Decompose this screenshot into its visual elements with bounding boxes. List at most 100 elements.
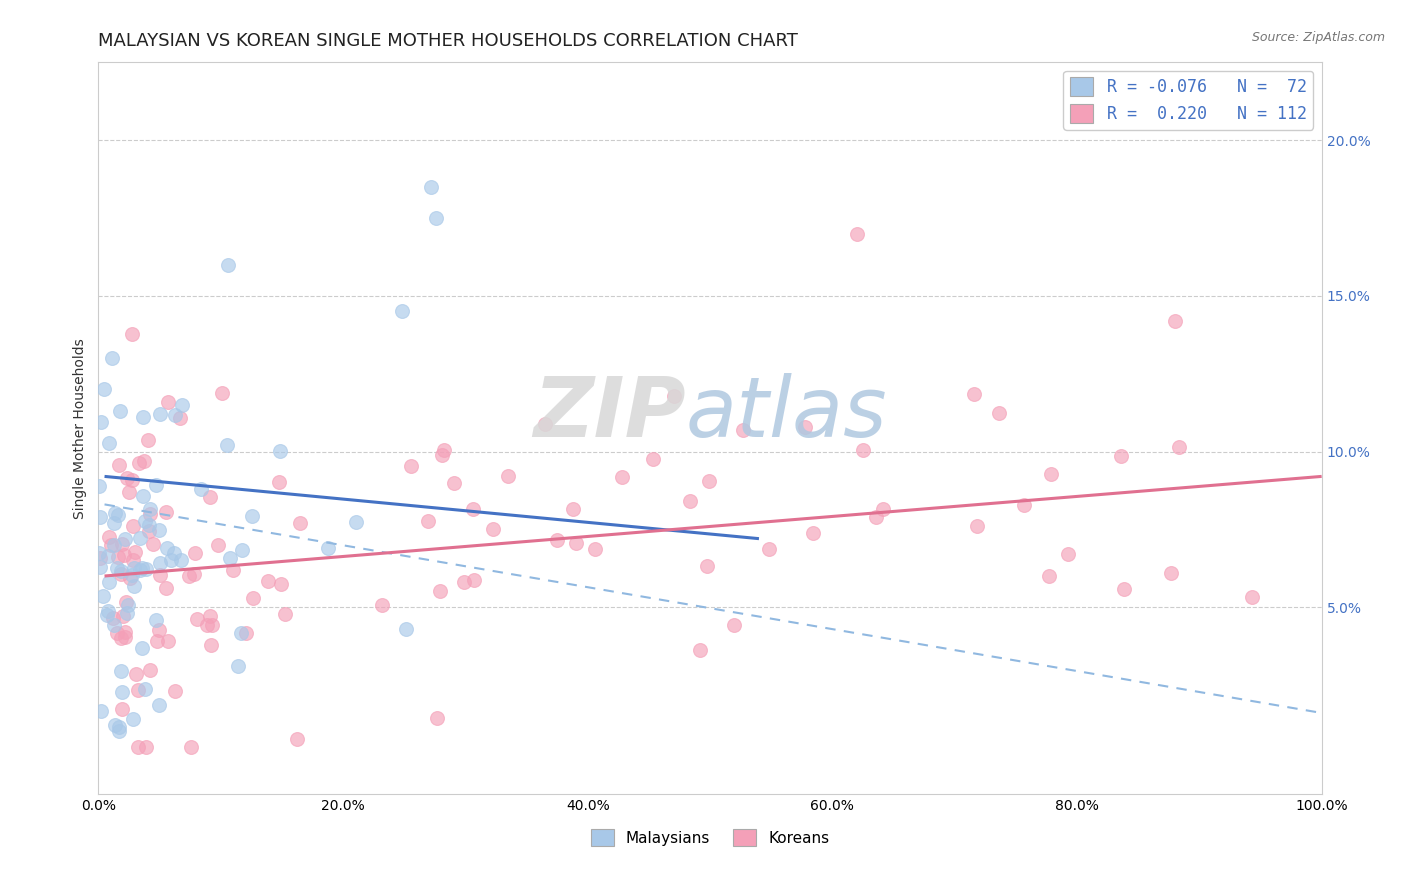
Point <box>288 516 311 530</box>
Point <box>97 549 120 563</box>
Point <box>90 415 112 429</box>
Text: MALAYSIAN VS KOREAN SINGLE MOTHER HOUSEHOLDS CORRELATION CHART: MALAYSIAN VS KOREAN SINGLE MOTHER HOUSEH… <box>98 32 799 50</box>
Point <box>128 563 150 577</box>
Point <box>110 685 132 699</box>
Point <box>219 550 242 565</box>
Point <box>138 502 160 516</box>
Point <box>1109 450 1132 464</box>
Point <box>865 509 887 524</box>
Point <box>481 522 503 536</box>
Point <box>793 420 815 434</box>
Point <box>267 475 290 490</box>
Point <box>155 581 177 595</box>
Point <box>391 304 413 318</box>
Point <box>115 606 138 620</box>
Point <box>118 485 141 500</box>
Point <box>122 579 145 593</box>
Point <box>583 541 606 556</box>
Point <box>148 623 170 637</box>
Point <box>114 533 136 547</box>
Point <box>215 438 238 452</box>
Point <box>121 473 143 487</box>
Point <box>429 584 451 599</box>
Point <box>101 351 124 365</box>
Point <box>852 442 875 457</box>
Point <box>963 387 986 401</box>
Point <box>1160 566 1182 580</box>
Point <box>121 568 143 582</box>
Point <box>97 575 120 590</box>
Point <box>1112 582 1135 596</box>
Point <box>96 608 118 623</box>
Point <box>135 740 157 755</box>
Point <box>1012 498 1035 512</box>
Point <box>1038 568 1060 582</box>
Point <box>157 633 180 648</box>
Point <box>195 618 218 632</box>
Point <box>149 567 172 582</box>
Point <box>679 494 702 508</box>
Point <box>316 541 339 555</box>
Point <box>1240 590 1263 604</box>
Point <box>401 458 423 473</box>
Point <box>134 681 156 696</box>
Point <box>114 595 136 609</box>
Point <box>165 684 187 698</box>
Point <box>1168 440 1191 454</box>
Point <box>97 435 120 450</box>
Point <box>221 563 243 577</box>
Point <box>93 382 115 396</box>
Point <box>988 406 1011 420</box>
Point <box>89 546 111 560</box>
Point <box>148 523 170 537</box>
Point <box>217 258 239 272</box>
Point <box>966 518 988 533</box>
Point <box>156 541 179 556</box>
Point <box>160 553 183 567</box>
Point <box>274 607 297 622</box>
Point <box>98 530 121 544</box>
Point <box>107 508 129 522</box>
Point <box>107 720 129 734</box>
Point <box>112 609 135 624</box>
Point <box>114 624 136 639</box>
Point <box>562 501 585 516</box>
Point <box>697 475 720 489</box>
Point <box>269 443 291 458</box>
Point <box>453 574 475 589</box>
Point <box>170 553 193 567</box>
Point <box>103 516 125 530</box>
Point <box>122 553 145 567</box>
Point <box>139 664 162 678</box>
Point <box>100 538 122 552</box>
Point <box>103 538 125 552</box>
Point <box>127 740 149 755</box>
Point <box>394 622 416 636</box>
Point <box>145 614 167 628</box>
Point <box>110 664 132 678</box>
Point <box>117 598 139 612</box>
Point <box>89 479 111 493</box>
Text: atlas: atlas <box>686 373 887 454</box>
Point <box>136 434 159 448</box>
Point <box>183 567 205 582</box>
Point <box>131 489 153 503</box>
Point <box>134 515 156 529</box>
Point <box>198 608 221 623</box>
Point <box>145 478 167 492</box>
Point <box>110 566 132 581</box>
Point <box>845 227 868 241</box>
Point <box>128 456 150 470</box>
Point <box>134 454 156 468</box>
Point <box>419 180 441 194</box>
Point <box>135 561 157 575</box>
Point <box>371 599 394 613</box>
Point <box>211 386 233 401</box>
Point <box>120 571 142 585</box>
Point <box>235 626 257 640</box>
Point <box>124 545 146 559</box>
Point <box>132 409 155 424</box>
Point <box>89 560 111 574</box>
Point <box>872 502 894 516</box>
Point <box>127 682 149 697</box>
